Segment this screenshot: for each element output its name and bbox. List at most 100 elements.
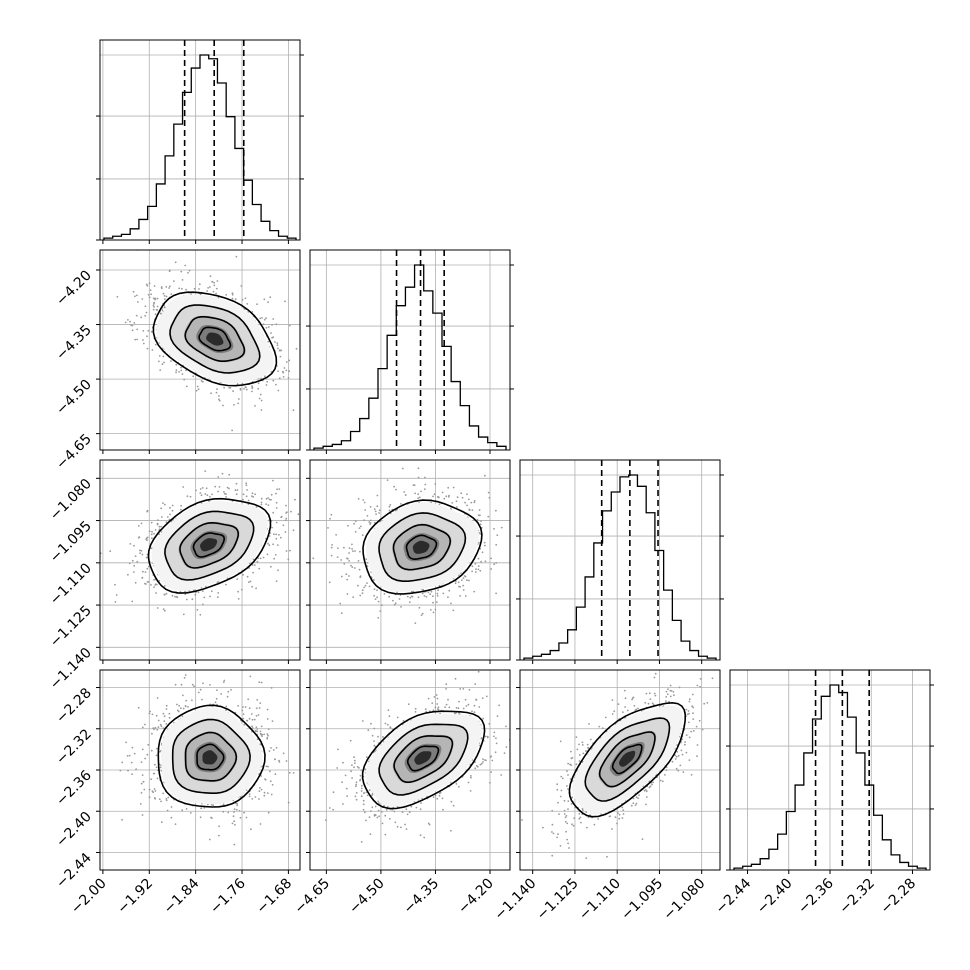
sample-point	[434, 608, 437, 611]
sample-point	[396, 591, 398, 594]
sample-point	[374, 510, 377, 513]
sample-point	[376, 494, 379, 497]
sample-point	[500, 526, 503, 529]
sample-point	[267, 326, 270, 328]
sample-point	[115, 594, 118, 596]
sample-point	[490, 557, 492, 560]
sample-point	[493, 563, 496, 566]
sample-point	[225, 583, 227, 586]
sample-point	[403, 491, 406, 493]
sample-point	[361, 589, 364, 592]
density-panel-0-1	[96, 249, 301, 454]
sample-point	[201, 590, 204, 592]
sample-point	[417, 467, 420, 470]
sample-point	[182, 694, 184, 697]
sample-point	[146, 567, 149, 570]
sample-point	[297, 513, 300, 516]
sample-point	[211, 281, 214, 283]
sample-point	[131, 559, 134, 562]
sample-point	[158, 525, 161, 528]
sample-point	[268, 544, 271, 547]
sample-point	[216, 689, 218, 691]
sample-point	[185, 288, 188, 291]
sample-point	[414, 622, 417, 624]
sample-point	[182, 613, 185, 616]
hist-panel-1	[306, 249, 514, 454]
sample-point	[198, 283, 201, 286]
sample-point	[456, 496, 459, 499]
sample-point	[276, 488, 278, 491]
sample-point	[347, 524, 349, 527]
sample-point	[388, 595, 391, 598]
density-panel-0-2	[96, 459, 301, 664]
sample-point	[146, 581, 149, 583]
sample-point	[200, 807, 202, 810]
sample-point	[147, 329, 150, 332]
sample-point	[247, 499, 250, 502]
sample-point	[368, 585, 371, 588]
sample-point	[258, 397, 261, 400]
sample-point	[270, 493, 273, 496]
sample-point	[288, 324, 291, 327]
sample-point	[312, 557, 315, 560]
sample-point	[259, 317, 262, 320]
sample-point	[285, 504, 287, 507]
sample-point	[409, 596, 412, 599]
sample-point	[251, 390, 253, 393]
sample-point	[144, 305, 147, 308]
sample-point	[373, 508, 376, 510]
contour-line	[192, 532, 226, 558]
sample-point	[328, 581, 331, 584]
density-level	[412, 540, 430, 554]
sample-point	[418, 496, 421, 499]
sample-point	[366, 582, 368, 584]
sample-point	[243, 723, 246, 726]
sample-point	[175, 595, 178, 598]
sample-point	[251, 492, 254, 495]
density-content	[312, 467, 503, 624]
sample-point	[373, 594, 375, 597]
contour-line	[184, 316, 246, 362]
sample-point	[218, 398, 220, 401]
sample-point	[204, 470, 207, 472]
sample-point	[158, 355, 161, 357]
density-content	[116, 250, 298, 432]
sample-point	[203, 596, 206, 599]
sample-point	[146, 539, 148, 542]
sample-point	[251, 727, 254, 729]
sample-point	[363, 519, 365, 522]
sample-point	[376, 505, 379, 508]
sample-point	[448, 589, 451, 592]
sample-point	[258, 790, 261, 793]
sample-point	[160, 507, 163, 510]
sample-point	[181, 279, 184, 281]
sample-point	[265, 503, 267, 505]
sample-point	[260, 399, 263, 402]
sample-point	[335, 534, 337, 536]
sample-point	[173, 280, 175, 282]
sample-point	[162, 292, 165, 295]
sample-point	[272, 479, 274, 482]
sample-point	[272, 749, 275, 751]
contour-line	[378, 512, 467, 582]
sample-point	[236, 489, 239, 491]
sample-point	[260, 503, 263, 506]
sample-point	[451, 502, 454, 504]
sample-point	[127, 319, 129, 321]
sample-point	[464, 575, 467, 578]
sample-point	[466, 504, 468, 507]
sample-point	[357, 498, 360, 500]
contour-line	[362, 499, 483, 595]
sample-point	[460, 579, 463, 581]
sample-point	[393, 603, 396, 606]
sample-point	[361, 592, 364, 595]
sample-point	[133, 571, 135, 573]
sample-point	[249, 580, 252, 583]
sample-point	[133, 752, 136, 755]
sample-point	[152, 304, 155, 307]
sample-point	[348, 560, 350, 562]
sample-point	[174, 261, 177, 264]
sample-point	[452, 486, 455, 489]
sample-point	[244, 297, 247, 300]
sample-point	[340, 575, 343, 578]
